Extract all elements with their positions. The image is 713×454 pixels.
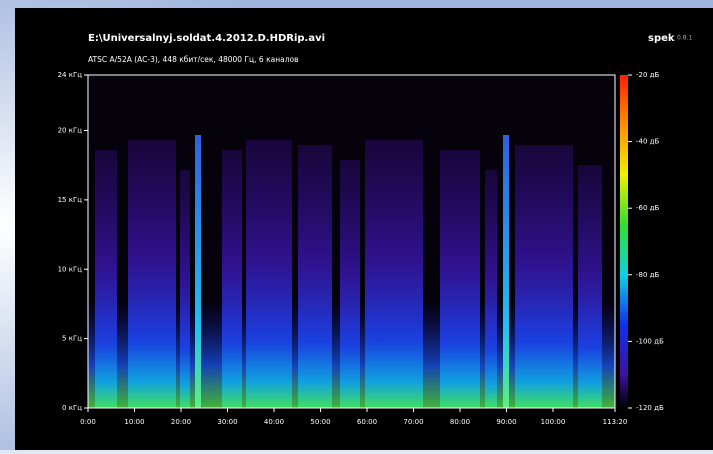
spectrum-burst [246,140,292,408]
spectrum-burst [365,140,423,408]
y-tick-label: 0 кГц [62,404,82,412]
spectrum-burst [195,135,201,408]
spectrogram [88,75,615,408]
x-tick-label: 30:00 [217,418,237,426]
spectrum-burst [440,150,480,408]
y-tick-label: 20 кГц [58,127,83,135]
x-tick-label: 80:00 [450,418,470,426]
spectrum-burst [578,165,602,408]
file-title: E:\Universalnyj.soldat.4.2012.D.HDRip.av… [88,33,325,44]
y-tick-label: 15 кГц [58,196,83,204]
app-version: 0.8.1 [677,35,692,42]
spectrum-burst [128,140,176,408]
spek-window: E:\Universalnyj.soldat.4.2012.D.HDRip.av… [0,0,713,450]
spectrum-burst [298,145,332,408]
x-tick-label: 100:00 [541,418,566,426]
stream-info: ATSC A/52A (AC-3), 448 кбит/сек, 48000 Г… [88,55,299,64]
spectrum-burst [222,150,242,408]
colorbar-tick-label: -20 дБ [636,71,659,79]
x-tick-label: 0:00 [80,418,96,426]
x-tick-label: 60:00 [357,418,377,426]
spectrum-burst [180,170,190,408]
colorbar-tick-label: -100 дБ [636,337,664,345]
colorbar-tick-label: -80 дБ [636,271,659,279]
colorbar-tick-label: -40 дБ [636,138,659,146]
x-tick-label: 113:20 [603,418,628,426]
y-tick-label: 24 кГц [58,71,83,79]
x-tick-label: 10:00 [124,418,144,426]
x-tick-label: 90:00 [496,418,516,426]
spectrum-burst [95,150,117,408]
x-tick-label: 50:00 [310,418,330,426]
spectrum-burst [515,145,573,408]
x-tick-label: 70:00 [403,418,423,426]
y-tick-label: 10 кГц [58,265,83,273]
y-tick-label: 5 кГц [62,335,82,343]
colorbar-tick-label: -60 дБ [636,204,659,212]
spectrum-burst [340,160,360,408]
x-tick-label: 40:00 [264,418,284,426]
spectrum-burst [503,135,509,408]
app-name: spek [648,33,675,44]
colorbar [620,75,628,408]
colorbar-tick-label: -120 дБ [636,404,664,412]
spectrum-burst [485,170,497,408]
x-tick-label: 20:00 [171,418,191,426]
